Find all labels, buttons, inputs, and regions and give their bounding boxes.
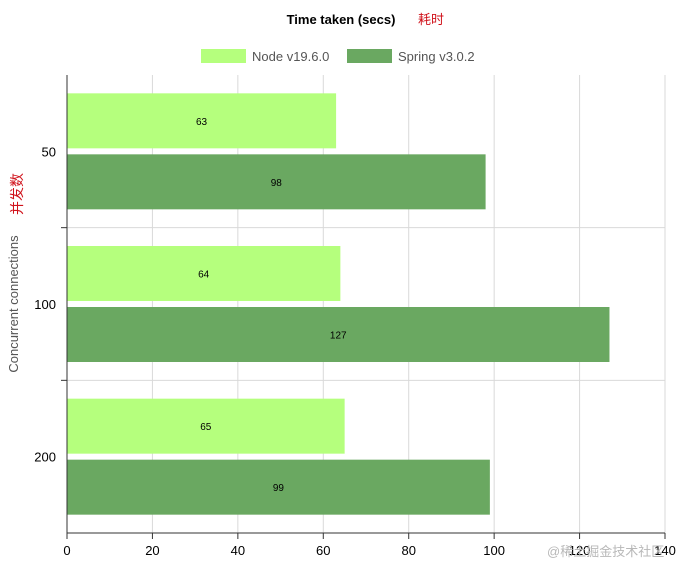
x-tick-label: 0 [63, 543, 70, 558]
data-label: 63 [196, 117, 208, 128]
y-tick-label: 200 [34, 450, 56, 465]
data-label: 98 [271, 178, 283, 189]
bar [67, 398, 345, 454]
axes: 0 20 40 60 80 100 120 140 50 100 200 [34, 75, 676, 558]
x-tick-label: 140 [654, 543, 676, 558]
x-tick-label: 20 [145, 543, 159, 558]
data-label: 127 [330, 331, 347, 342]
y-tick-label: 50 [42, 144, 56, 159]
x-tick-label: 100 [483, 543, 505, 558]
grid-lines [67, 75, 666, 533]
bar [67, 307, 610, 362]
x-tick-label: 120 [569, 543, 591, 558]
x-tick-label: 60 [316, 543, 330, 558]
x-tick-label: 80 [401, 543, 415, 558]
y-axis-label-note: 并发数 [9, 173, 25, 215]
bars: 63 98 64 127 65 99 [67, 93, 610, 515]
legend: Node v19.6.0 Spring v3.0.2 [201, 49, 475, 64]
bar [67, 459, 490, 515]
data-label: 65 [200, 422, 212, 433]
legend-label-spring: Spring v3.0.2 [398, 49, 475, 64]
data-label: 99 [273, 483, 285, 494]
legend-swatch-node [201, 49, 246, 63]
y-tick-label: 100 [34, 297, 56, 312]
legend-label-node: Node v19.6.0 [252, 49, 329, 64]
data-label: 64 [198, 270, 210, 281]
chart-title: Time taken (secs) [287, 12, 396, 27]
chart-title-note: 耗时 [418, 12, 444, 27]
watermark: @稀土掘金技术社区 [547, 544, 664, 559]
bar [67, 154, 486, 210]
legend-swatch-spring [347, 49, 392, 63]
bar [67, 246, 341, 301]
x-tick-label: 40 [231, 543, 245, 558]
y-axis-label: Concurrent connections [6, 235, 21, 373]
bar [67, 93, 337, 149]
